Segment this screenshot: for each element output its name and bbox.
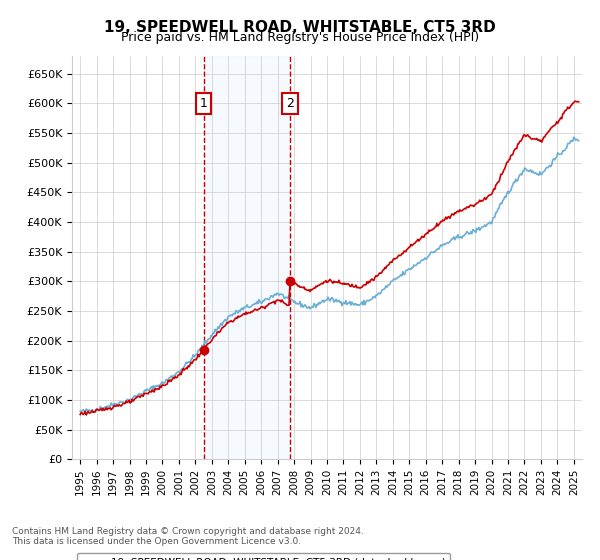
- Text: 19, SPEEDWELL ROAD, WHITSTABLE, CT5 3RD: 19, SPEEDWELL ROAD, WHITSTABLE, CT5 3RD: [104, 20, 496, 35]
- Legend: 19, SPEEDWELL ROAD, WHITSTABLE, CT5 3RD (detached house), HPI: Average price, de: 19, SPEEDWELL ROAD, WHITSTABLE, CT5 3RD …: [77, 553, 449, 560]
- Text: 2: 2: [286, 97, 294, 110]
- Bar: [203, 56, 290, 459]
- Text: Contains HM Land Registry data © Crown copyright and database right 2024.
This d: Contains HM Land Registry data © Crown c…: [12, 526, 364, 546]
- Text: 1: 1: [200, 97, 208, 110]
- Text: Price paid vs. HM Land Registry's House Price Index (HPI): Price paid vs. HM Land Registry's House …: [121, 31, 479, 44]
